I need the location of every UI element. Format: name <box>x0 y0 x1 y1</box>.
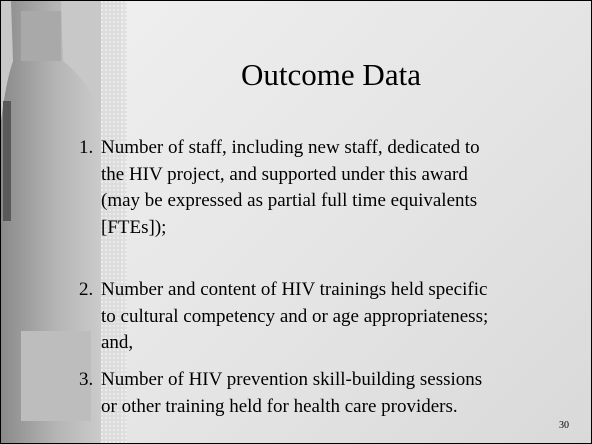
item-text: or other training held for health care p… <box>101 396 458 418</box>
item-number: 1. <box>79 137 93 159</box>
item-text: Number of HIV prevention skill-building … <box>101 369 482 391</box>
item-text: (may be expressed as partial full time e… <box>101 190 477 212</box>
item-text: and, <box>101 332 133 354</box>
item-number: 2. <box>79 279 93 301</box>
item-number: 3. <box>79 369 93 391</box>
item-text: Number of staff, including new staff, de… <box>101 137 480 159</box>
item-text: to cultural competency and or age approp… <box>101 306 488 328</box>
slide-title: Outcome Data <box>131 57 531 93</box>
item-text: the HIV project, and supported under thi… <box>101 164 468 186</box>
page-number: 30 <box>559 420 569 431</box>
slide: Outcome Data 1. Number of staff, includin… <box>0 0 592 444</box>
item-text: Number and content of HIV trainings held… <box>101 279 487 301</box>
item-text: [FTEs]); <box>101 217 166 239</box>
